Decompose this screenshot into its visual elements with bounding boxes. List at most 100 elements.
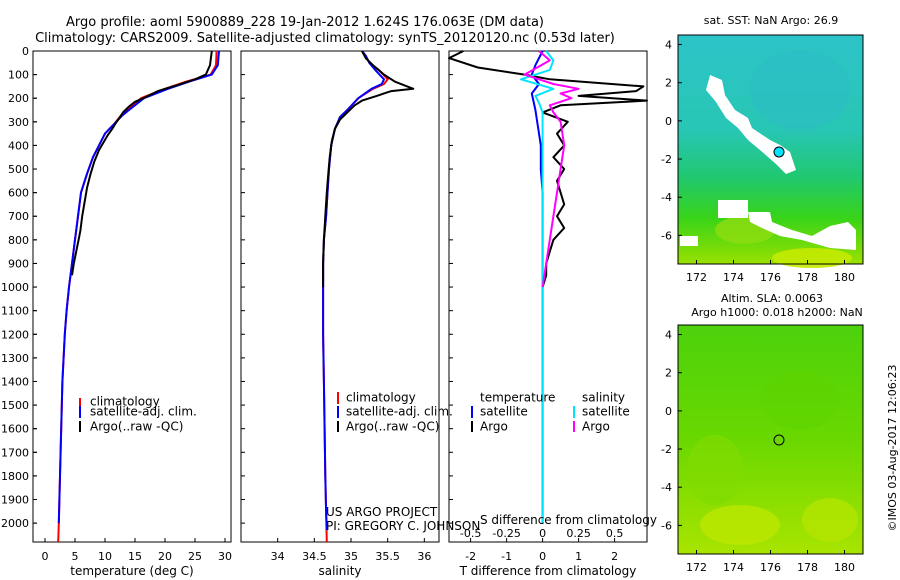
no-data-mask [706, 75, 796, 174]
difference-axes-frame [448, 50, 648, 543]
series-line-climatology [322, 50, 389, 543]
project-pi: PI: GREGORY C. JOHNSON [326, 519, 480, 533]
salinity-legend: climatology satellite-adj. clim. Argo(..… [337, 391, 453, 434]
legend-label-t-argo: Argo [480, 420, 508, 434]
depth-tick-label: 1900 [1, 494, 29, 507]
series-line-satellite-adj-clim- [322, 50, 385, 531]
figure-title-line2: Climatology: CARS2009. Satellite-adjuste… [35, 31, 615, 46]
lon-tick-label: 172 [686, 271, 707, 284]
depth-tick-label: 700 [8, 210, 29, 223]
no-data-mask [718, 200, 748, 218]
lon-tick-label: 178 [797, 271, 818, 284]
x-tick-label: -2 [465, 550, 476, 563]
x-tick-label: 15 [128, 550, 142, 563]
depth-tick-label: 200 [8, 92, 29, 105]
x-tick-label: 30 [218, 550, 232, 563]
series-line-satellite-adj-clim- [57, 50, 220, 524]
sst-map-title: sat. SST: NaN Argo: 26.9 [704, 14, 838, 27]
x-tick-label: 35.5 [375, 550, 400, 563]
salinity-panel: 34 34.5 35 35.5 36 climatology satellite-adj… [240, 50, 480, 578]
depth-tick-label: 500 [8, 163, 29, 176]
sla-map-title-line2: Argo h1000: 0.018 h2000: NaN [691, 306, 863, 319]
difference-panel: -2 -1 0 1 2 -0.5 -0.25 0 0.25 0.5 temperature sal… [448, 50, 657, 578]
temperature-x-axis: 0 5 10 15 20 25 30 [33, 50, 232, 563]
sst-map: sat. SST: NaN Argo: 26.9 172 174 176 178 180… [661, 14, 864, 284]
lat-tick-label: -4 [661, 481, 672, 494]
s-tick-label: -0.25 [492, 527, 520, 540]
depth-tick-label: 1800 [1, 470, 29, 483]
sla-patch [802, 498, 858, 542]
x-tick-label: 5 [72, 550, 79, 563]
depth-tick-label: 1400 [1, 375, 29, 388]
x-tick-label: -1 [501, 550, 512, 563]
salinity-x-axis: 34 34.5 35 35.5 36 [241, 50, 431, 563]
depth-tick-label: 1300 [1, 352, 29, 365]
depth-tick-label: 1600 [1, 423, 29, 436]
series-line-climatology [57, 50, 218, 543]
depth-tick-label: 0 [22, 45, 29, 58]
lon-tick-label: 172 [686, 561, 707, 574]
legend-label-argo: Argo(..raw -QC) [346, 420, 439, 434]
legend-label-s-satellite: satellite [582, 405, 630, 419]
sla-map-axes: 172 174 176 178 180 4 2 0 -2 -4 -6 [661, 329, 855, 574]
sst-patch [750, 50, 850, 130]
depth-tick-label: 1500 [1, 399, 29, 412]
figure-title-line1: Argo profile: aoml 5900889_228 19-Jan-20… [66, 15, 544, 30]
temperature-legend: climatology satellite-adj. clim. Argo(..… [79, 395, 197, 434]
difference-x-axis: -2 -1 0 1 2 -0.5 -0.25 0 0.25 0.5 [449, 50, 624, 563]
depth-tick-label: 1100 [1, 305, 29, 318]
legend-label-t-satellite: satellite [480, 405, 528, 419]
depth-axis: 0 100 200 300 400 500 600 700 800 900 1000 1100 1200… [1, 45, 37, 530]
x-tick-label: 25 [188, 550, 202, 563]
x-tick-label: 35 [344, 550, 358, 563]
lon-tick-label: 174 [723, 561, 744, 574]
series-line-s-argo [523, 50, 580, 288]
lon-tick-label: 178 [797, 561, 818, 574]
lon-tick-label: 176 [760, 271, 781, 284]
temperature-panel: 0100200300400500600700800900100011001200… [1, 45, 232, 578]
lat-tick-label: 2 [665, 367, 672, 380]
x-tick-label: 1 [575, 550, 582, 563]
lat-tick-label: -6 [661, 229, 672, 242]
t-difference-label: T difference from climatology [459, 564, 637, 578]
lat-tick-label: 4 [665, 39, 672, 52]
legend-header-salinity: salinity [582, 391, 625, 405]
no-data-mask [680, 236, 698, 246]
depth-tick-label: 600 [8, 187, 29, 200]
sla-patch [687, 435, 743, 505]
x-tick-label: 36 [417, 550, 431, 563]
legend-label-climatology: climatology [90, 395, 160, 409]
sla-map: Altim. SLA: 0.0063 Argo h1000: 0.018 h20… [661, 292, 864, 574]
legend-header-temperature: temperature [480, 391, 555, 405]
depth-tick-label: 300 [8, 116, 29, 129]
depth-tick-label: 400 [8, 139, 29, 152]
project-name: US ARGO PROJECT [326, 505, 438, 519]
depth-tick-label: 1700 [1, 446, 29, 459]
lon-tick-label: 174 [723, 271, 744, 284]
lat-tick-label: -6 [661, 519, 672, 532]
warm-patch [772, 248, 852, 268]
imos-timestamp: ©IMOS 03-Aug-2017 12:06:23 [886, 365, 899, 532]
depth-tick-label: 2000 [1, 517, 29, 530]
s-tick-label: 0.5 [606, 527, 624, 540]
lon-tick-label: 180 [834, 561, 855, 574]
salinity-x-label: salinity [318, 564, 361, 578]
series-line-argo-raw-qc- [71, 50, 213, 276]
lon-tick-label: 180 [834, 271, 855, 284]
legend-label-satellite: satellite-adj. clim. [346, 405, 453, 419]
sla-patch [700, 505, 780, 545]
difference-lines [448, 50, 648, 524]
x-tick-label: 0 [42, 550, 49, 563]
salinity-lines [322, 50, 415, 543]
lat-tick-label: 2 [665, 77, 672, 90]
s-difference-label: S difference from climatology [480, 513, 657, 527]
depth-tick-label: 1000 [1, 281, 29, 294]
legend-label-climatology: climatology [346, 391, 416, 405]
series-line-s-satellite [520, 50, 555, 524]
depth-tick-label: 1200 [1, 328, 29, 341]
sla-map-title-line1: Altim. SLA: 0.0063 [721, 292, 823, 305]
sst-map-axes: 172 174 176 178 180 4 2 0 -2 -4 -6 [661, 39, 855, 284]
depth-tick-label: 800 [8, 234, 29, 247]
lat-tick-label: -2 [661, 153, 672, 166]
